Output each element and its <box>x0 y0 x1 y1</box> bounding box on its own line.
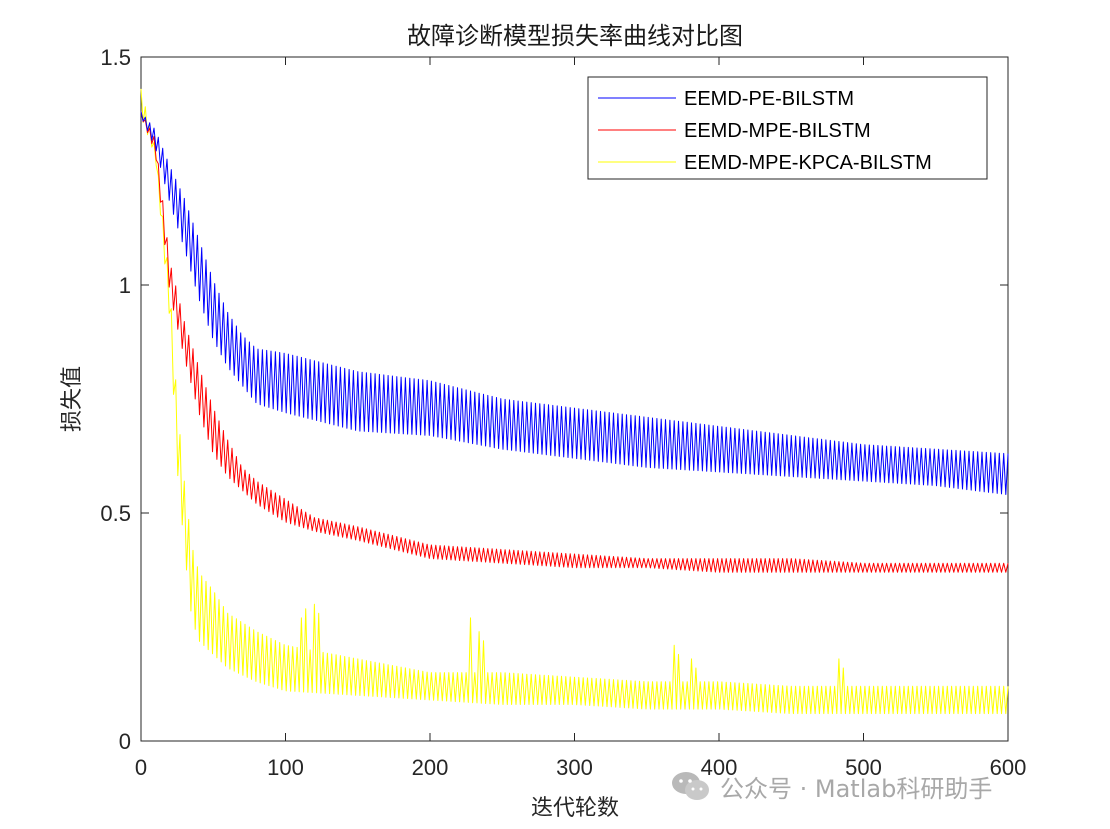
y-tick-label: 1.5 <box>100 45 131 70</box>
x-tick-label: 300 <box>556 755 593 780</box>
watermark: 公众号 · Matlab科研助手 <box>670 765 992 807</box>
axes: 0 100 200 300 400 500 600 0 0.5 1 1.5 <box>100 45 1026 780</box>
x-tick-label: 100 <box>267 755 304 780</box>
series-line-2 <box>140 88 1009 715</box>
legend-label-0: EEMD-PE-BILSTM <box>684 88 854 110</box>
x-tick-label: 0 <box>135 755 147 780</box>
x-tick-label: 500 <box>845 755 882 780</box>
y-axis-label: 损失值 <box>60 366 85 432</box>
x-tick-label: 200 <box>412 755 449 780</box>
legend: EEMD-PE-BILSTM EEMD-MPE-BILSTM EEMD-MPE-KP… <box>587 76 988 180</box>
watermark-text: 公众号 · Matlab科研助手 <box>720 774 993 803</box>
x-tick-label: 600 <box>990 755 1027 780</box>
x-axis-label: 迭代轮数 <box>531 796 619 821</box>
legend-label-2: EEMD-MPE-KPCA-BILSTM <box>684 152 932 174</box>
series-line-1 <box>140 111 1009 573</box>
wechat-icon <box>672 772 709 800</box>
y-tick-label: 0 <box>119 729 131 754</box>
legend-label-1: EEMD-MPE-BILSTM <box>684 120 871 142</box>
x-tick-label: 400 <box>701 755 738 780</box>
chart-title: 故障诊断模型损失率曲线对比图 <box>407 22 743 50</box>
y-tick-label: 1 <box>119 273 131 298</box>
series-line-0 <box>140 111 1009 495</box>
series-layer <box>140 88 1009 715</box>
y-tick-label: 0.5 <box>100 501 131 526</box>
